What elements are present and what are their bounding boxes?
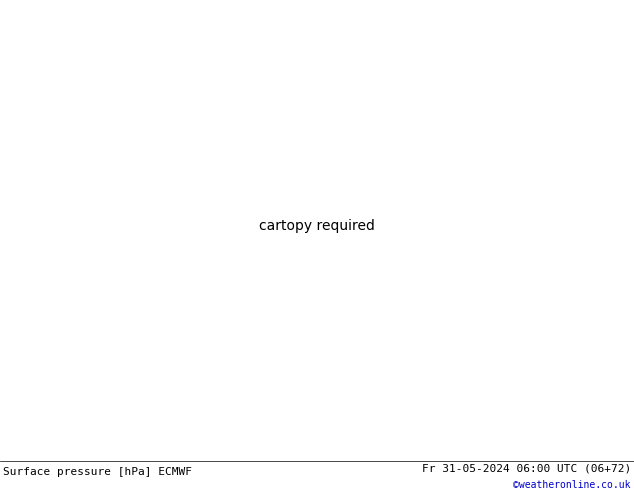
Text: Fr 31-05-2024 06:00 UTC (06+72): Fr 31-05-2024 06:00 UTC (06+72) bbox=[422, 464, 631, 474]
Text: cartopy required: cartopy required bbox=[259, 220, 375, 233]
Text: Surface pressure [hPa] ECMWF: Surface pressure [hPa] ECMWF bbox=[3, 467, 192, 477]
Text: ©weatheronline.co.uk: ©weatheronline.co.uk bbox=[514, 480, 631, 490]
